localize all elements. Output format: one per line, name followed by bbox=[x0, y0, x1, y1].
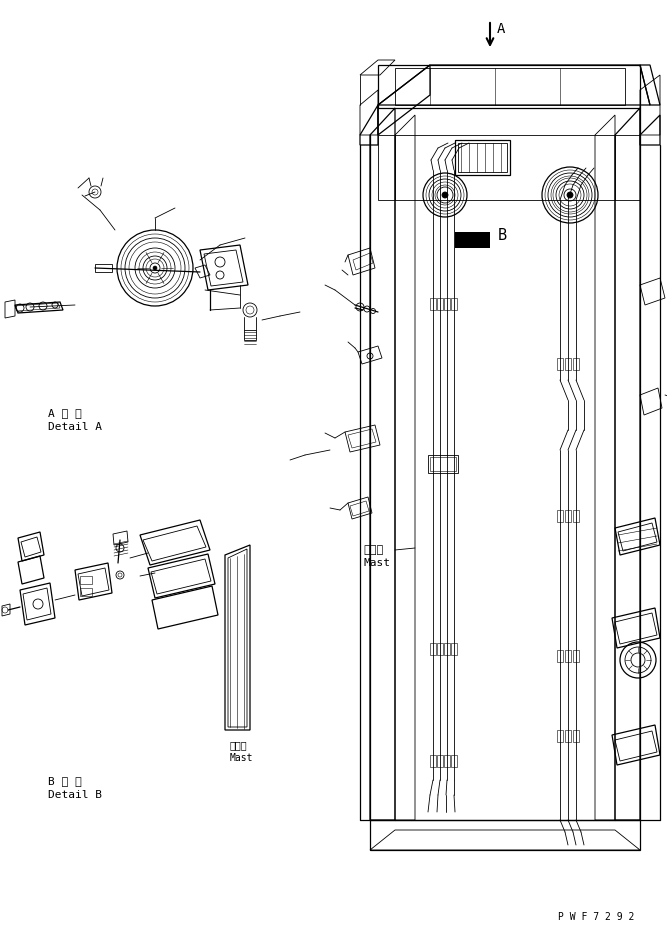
Text: Mast: Mast bbox=[230, 753, 253, 763]
Bar bbox=[437, 298, 443, 310]
Text: Detail B: Detail B bbox=[48, 790, 102, 800]
Bar bbox=[430, 457, 456, 471]
Bar bbox=[557, 510, 563, 522]
Bar bbox=[451, 298, 457, 310]
Text: B: B bbox=[498, 228, 507, 243]
Circle shape bbox=[153, 266, 157, 270]
Bar bbox=[430, 298, 436, 310]
Bar bbox=[244, 330, 256, 340]
Bar bbox=[573, 510, 579, 522]
Bar bbox=[557, 730, 563, 742]
Bar bbox=[565, 358, 571, 370]
Bar bbox=[573, 650, 579, 662]
Polygon shape bbox=[455, 232, 490, 248]
Circle shape bbox=[567, 192, 573, 198]
Circle shape bbox=[442, 192, 448, 198]
Bar bbox=[573, 358, 579, 370]
Text: Detail A: Detail A bbox=[48, 422, 102, 432]
Text: A: A bbox=[497, 22, 506, 36]
Bar bbox=[451, 643, 457, 655]
Bar bbox=[80, 588, 92, 596]
Bar bbox=[565, 650, 571, 662]
Bar bbox=[557, 358, 563, 370]
Text: マスト: マスト bbox=[230, 740, 247, 750]
Bar bbox=[430, 643, 436, 655]
Bar bbox=[430, 755, 436, 767]
Bar bbox=[428, 455, 458, 473]
Bar bbox=[444, 643, 450, 655]
Bar bbox=[451, 755, 457, 767]
Bar bbox=[573, 730, 579, 742]
Bar bbox=[565, 510, 571, 522]
Text: A 詳 細: A 詳 細 bbox=[48, 408, 82, 418]
Bar bbox=[444, 755, 450, 767]
Bar bbox=[80, 576, 92, 584]
Bar bbox=[437, 643, 443, 655]
Bar bbox=[444, 298, 450, 310]
Text: P W F 7 2 9 2: P W F 7 2 9 2 bbox=[558, 912, 634, 922]
Bar bbox=[565, 730, 571, 742]
Text: Mast: Mast bbox=[363, 558, 390, 568]
Bar bbox=[437, 755, 443, 767]
Text: マスト: マスト bbox=[363, 545, 384, 555]
Text: B 詳 細: B 詳 細 bbox=[48, 776, 82, 786]
Bar bbox=[557, 650, 563, 662]
